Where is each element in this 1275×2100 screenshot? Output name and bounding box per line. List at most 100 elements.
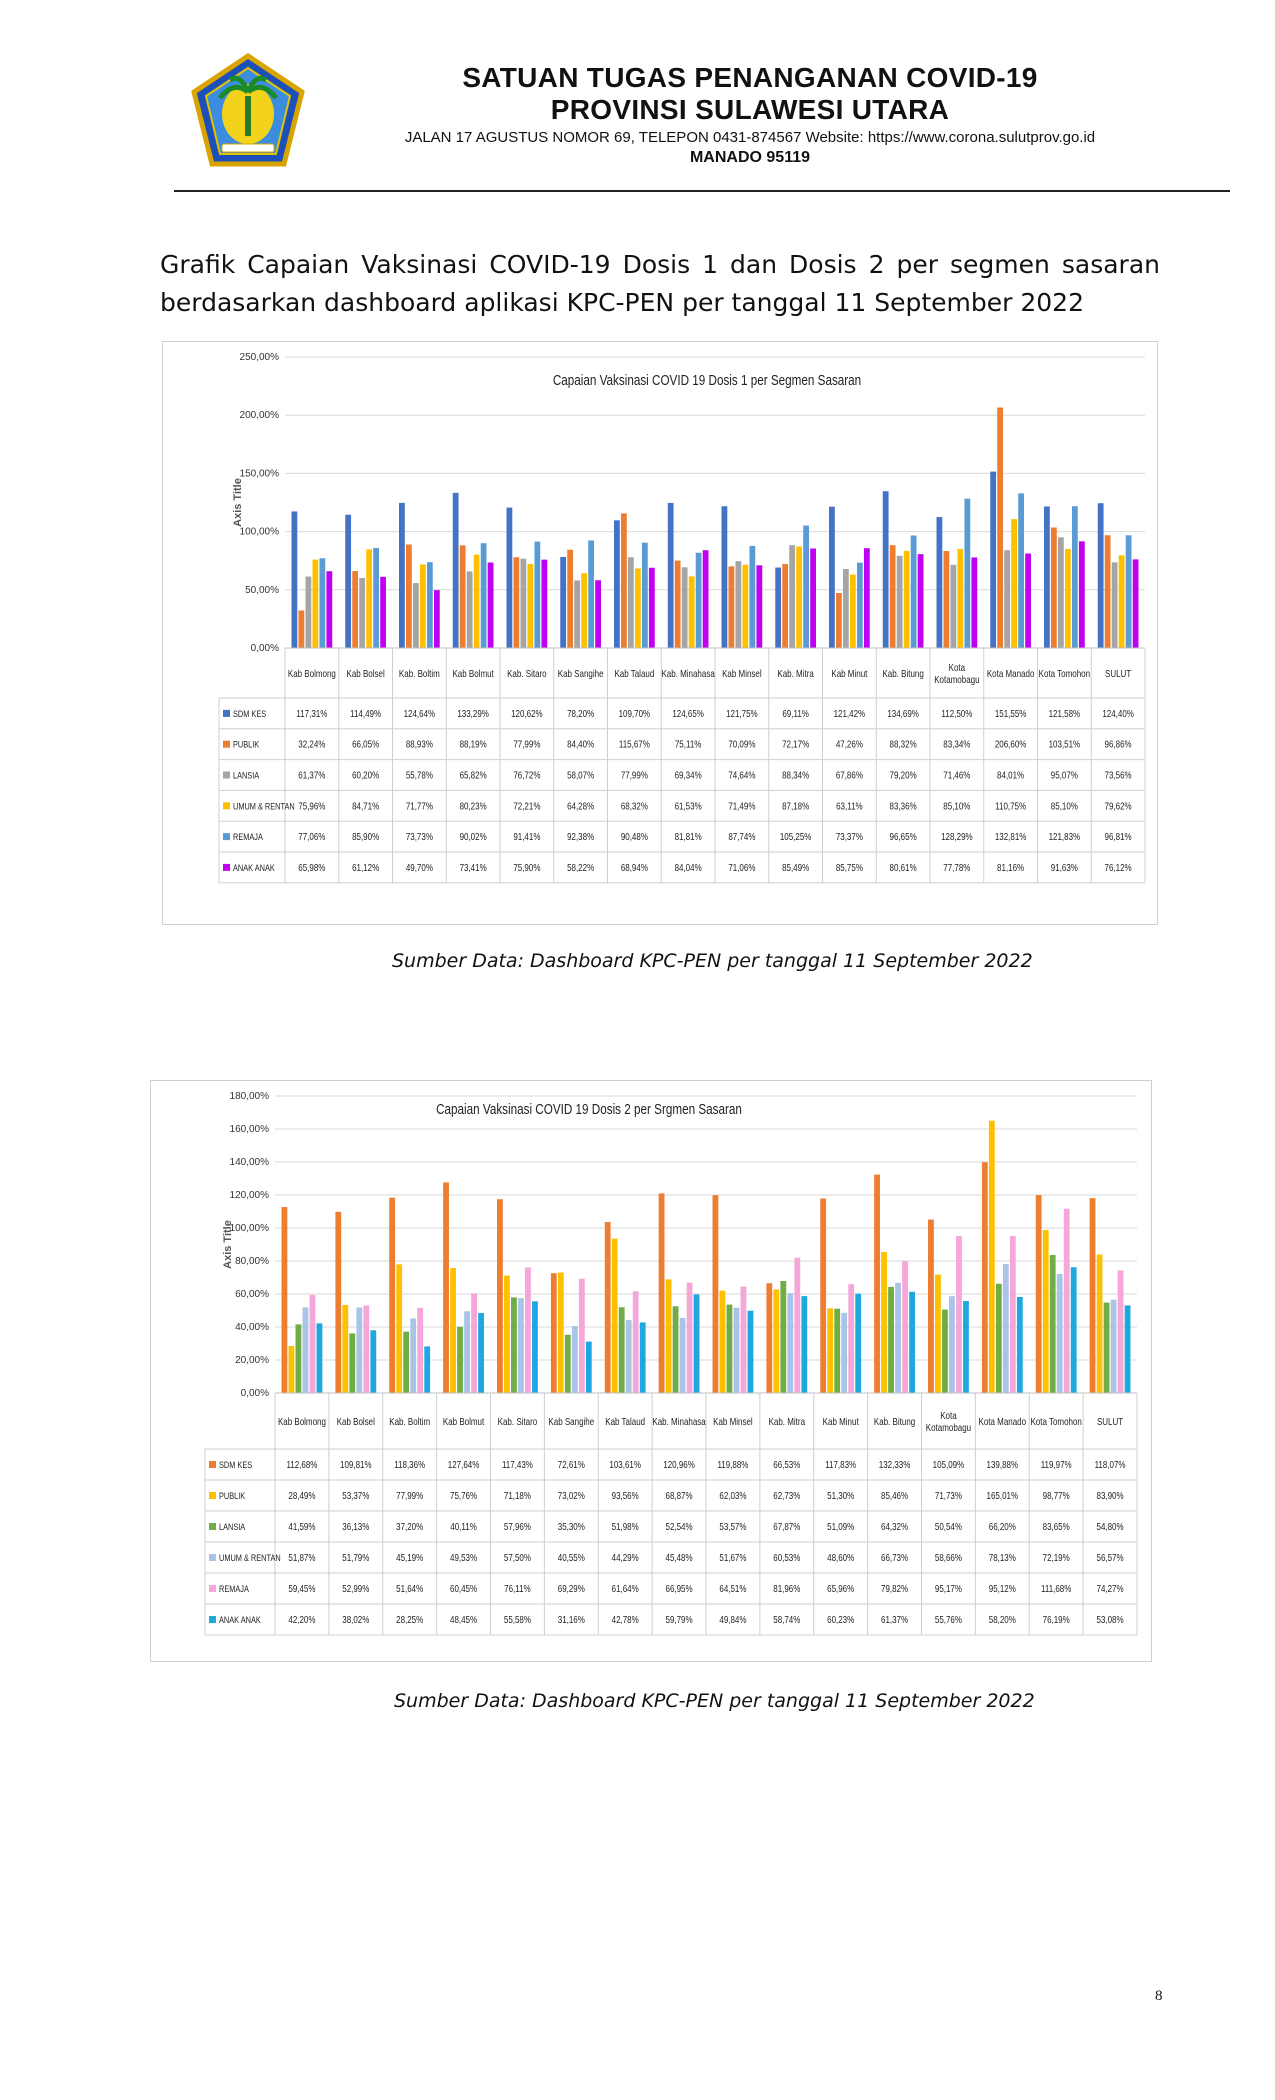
intro-paragraph: Grafik Capaian Vaksinasi COVID-19 Dosis … xyxy=(160,250,1160,317)
bar xyxy=(326,571,333,648)
bar xyxy=(1096,1254,1103,1393)
header-divider xyxy=(174,190,1230,192)
bar xyxy=(827,1308,834,1393)
legend-swatch xyxy=(209,1585,216,1592)
data-table-value: 51,67% xyxy=(719,1552,746,1563)
data-table-value: 38,02% xyxy=(342,1614,369,1625)
bar xyxy=(571,1326,578,1393)
bar xyxy=(719,1290,726,1393)
bar xyxy=(1025,553,1031,648)
data-table-value: 47,26% xyxy=(836,739,863,750)
bar xyxy=(928,1219,934,1393)
bar xyxy=(829,506,835,648)
data-table-value: 117,83% xyxy=(825,1459,856,1470)
data-table-value: 111,68% xyxy=(1041,1583,1071,1594)
data-table-value: 45,48% xyxy=(666,1552,693,1563)
bar xyxy=(742,564,749,648)
x-category-label: Kab. Boltim xyxy=(399,668,440,679)
data-table-value: 72,61% xyxy=(558,1459,585,1470)
y-tick-label: 20,00% xyxy=(235,1355,269,1366)
y-tick-label: 50,00% xyxy=(245,585,279,596)
bar xyxy=(578,1278,585,1393)
bar xyxy=(903,550,910,648)
bar xyxy=(775,567,782,648)
bar xyxy=(567,549,574,648)
data-table-value: 60,53% xyxy=(773,1552,800,1563)
x-category-label: SULUT xyxy=(1097,1416,1124,1427)
legend-label: REMAJA xyxy=(233,832,263,842)
bar xyxy=(995,1283,1002,1393)
bar xyxy=(834,1308,841,1393)
bar xyxy=(389,1197,396,1393)
data-table-value: 57,50% xyxy=(504,1552,531,1563)
x-category-label: Kab Bolmong xyxy=(278,1416,326,1427)
data-table-value: 88,19% xyxy=(460,739,487,750)
bar xyxy=(1063,1208,1070,1393)
legend-label: LANSIA xyxy=(233,771,260,781)
x-category-label: Kab Bolmut xyxy=(443,1416,485,1427)
data-table-value: 128,29% xyxy=(941,831,973,842)
data-table-value: 91,63% xyxy=(1051,862,1078,873)
data-table-value: 44,29% xyxy=(612,1552,639,1563)
bar xyxy=(1064,548,1071,648)
data-table-value: 49,84% xyxy=(719,1614,746,1625)
data-table-value: 96,65% xyxy=(890,831,917,842)
bar xyxy=(963,1300,969,1393)
data-table-value: 105,09% xyxy=(933,1459,965,1470)
data-table-value: 49,70% xyxy=(406,862,433,873)
data-table-value: 85,10% xyxy=(943,800,970,811)
bar xyxy=(855,1293,862,1393)
bar xyxy=(595,580,601,648)
bar xyxy=(550,1273,557,1393)
data-table-value: 53,37% xyxy=(342,1490,369,1501)
x-category-label: Kab. Mitra xyxy=(769,1416,806,1427)
bar xyxy=(882,491,889,648)
bar xyxy=(433,590,440,648)
bar xyxy=(836,592,842,648)
bar xyxy=(342,1304,349,1393)
x-category-label: Kab Talaud xyxy=(605,1416,645,1427)
bar xyxy=(810,548,816,648)
data-table-value: 75,76% xyxy=(450,1490,477,1501)
bar xyxy=(632,1291,639,1393)
data-table-value: 70,09% xyxy=(728,739,755,750)
data-table-value: 72,17% xyxy=(782,739,809,750)
bar xyxy=(464,1311,470,1393)
data-table-value: 83,36% xyxy=(890,800,917,811)
legend-label: ANAK ANAK xyxy=(219,1615,261,1625)
bar xyxy=(412,583,419,648)
legend-swatch xyxy=(223,833,230,841)
x-category-label: Kab Bolmut xyxy=(452,668,494,679)
data-table-value: 31,16% xyxy=(558,1614,585,1625)
letterhead-title: SATUAN TUGAS PENANGANAN COVID-19 xyxy=(462,62,1038,93)
bar xyxy=(641,542,648,648)
x-category-label: Kota xyxy=(949,662,966,673)
bar xyxy=(1018,493,1024,648)
data-table-value: 73,02% xyxy=(558,1490,585,1501)
data-table-value: 53,08% xyxy=(1097,1614,1124,1625)
data-table-value: 81,81% xyxy=(675,831,702,842)
data-table-value: 53,57% xyxy=(719,1521,746,1532)
x-category-label: Kota xyxy=(940,1410,957,1421)
data-table-value: 88,93% xyxy=(406,739,433,750)
bar xyxy=(949,1296,955,1393)
data-table-value: 132,81% xyxy=(995,831,1027,842)
data-table-value: 68,94% xyxy=(621,862,648,873)
bar xyxy=(733,1307,740,1393)
bar xyxy=(881,1251,887,1393)
bar xyxy=(585,1341,592,1393)
data-table-value: 121,42% xyxy=(834,708,866,719)
bar xyxy=(1110,1299,1117,1393)
legend-swatch xyxy=(209,1554,216,1561)
x-category-label: Kab. Boltim xyxy=(389,1416,430,1427)
bar xyxy=(848,1284,855,1393)
chart-title: Capaian Vaksinasi COVID 19 Dosis 1 per S… xyxy=(553,372,861,389)
letterhead-subtitle: PROVINSI SULAWESI UTARA xyxy=(550,94,950,125)
data-table-value: 62,03% xyxy=(719,1490,746,1501)
data-table-value: 52,54% xyxy=(666,1521,693,1532)
bar xyxy=(749,545,756,648)
data-table-value: 83,65% xyxy=(1043,1521,1070,1532)
bar xyxy=(373,548,379,648)
letterhead-city: MANADO 95119 xyxy=(689,149,811,166)
data-table-value: 40,55% xyxy=(558,1552,585,1563)
